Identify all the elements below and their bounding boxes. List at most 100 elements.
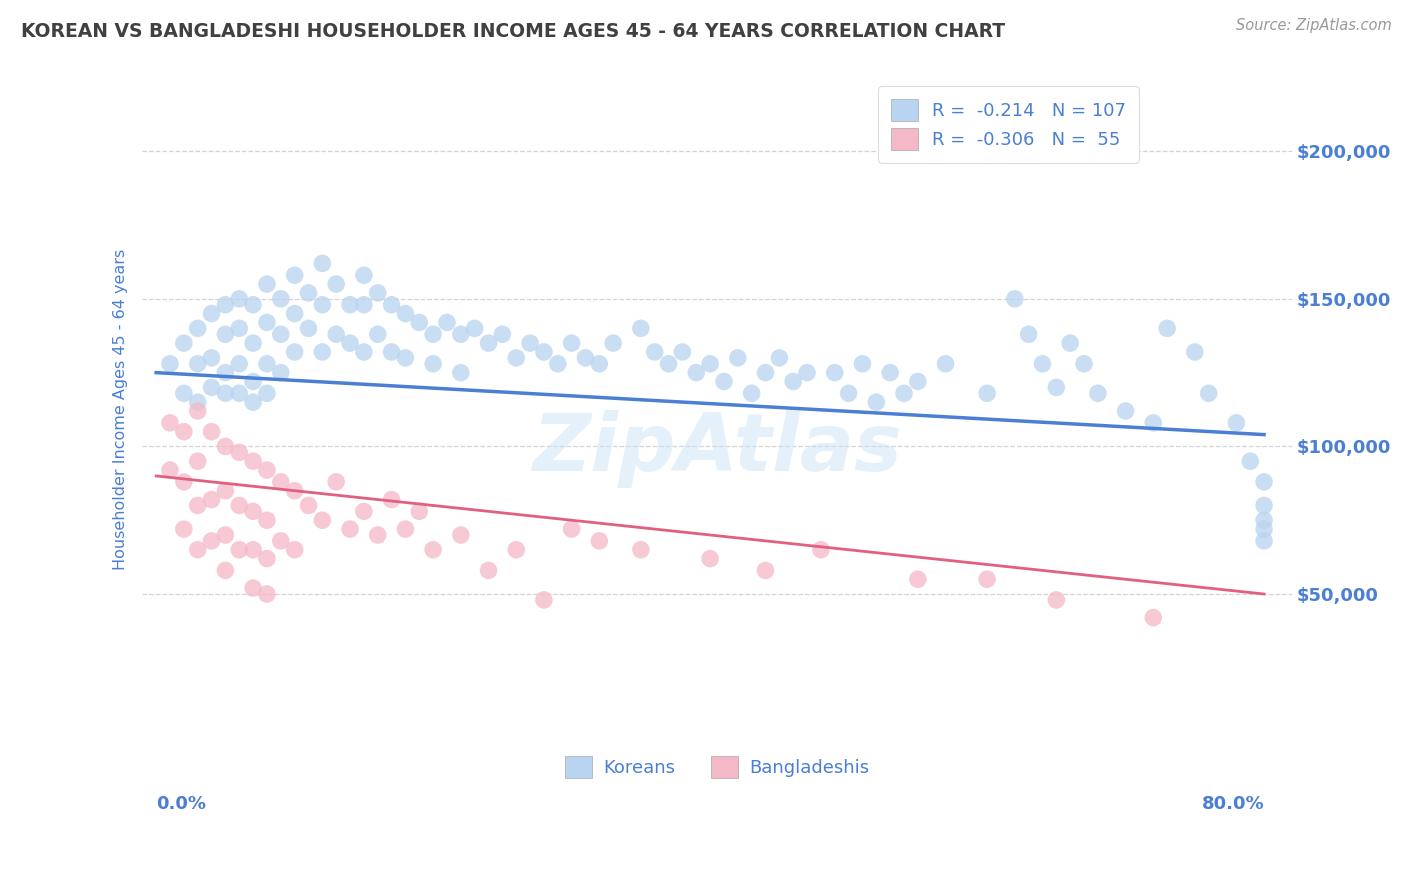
Point bbox=[381, 492, 404, 507]
Point bbox=[173, 522, 195, 536]
Point bbox=[547, 357, 569, 371]
Legend: Koreans, Bangladeshis: Koreans, Bangladeshis bbox=[558, 749, 876, 786]
Point bbox=[381, 345, 404, 359]
Point bbox=[1239, 454, 1261, 468]
Point bbox=[381, 298, 404, 312]
Point bbox=[1045, 380, 1067, 394]
Point bbox=[200, 492, 222, 507]
Point bbox=[325, 475, 347, 489]
Point bbox=[242, 375, 264, 389]
Point bbox=[838, 386, 860, 401]
Point bbox=[685, 366, 707, 380]
Point bbox=[1073, 357, 1095, 371]
Text: Source: ZipAtlas.com: Source: ZipAtlas.com bbox=[1236, 18, 1392, 33]
Point bbox=[187, 454, 209, 468]
Point bbox=[214, 327, 236, 342]
Point bbox=[865, 395, 887, 409]
Point bbox=[284, 307, 307, 321]
Point bbox=[1059, 336, 1081, 351]
Point bbox=[228, 357, 250, 371]
Point bbox=[242, 395, 264, 409]
Point bbox=[284, 542, 307, 557]
Point bbox=[270, 366, 292, 380]
Point bbox=[630, 542, 652, 557]
Point bbox=[561, 522, 583, 536]
Point bbox=[768, 351, 790, 365]
Point bbox=[242, 298, 264, 312]
Point bbox=[1142, 416, 1164, 430]
Point bbox=[214, 439, 236, 453]
Point bbox=[256, 315, 278, 329]
Point bbox=[270, 292, 292, 306]
Point bbox=[450, 528, 472, 542]
Point bbox=[1253, 522, 1275, 536]
Text: 0.0%: 0.0% bbox=[156, 795, 207, 813]
Point bbox=[173, 336, 195, 351]
Point bbox=[311, 256, 333, 270]
Point bbox=[893, 386, 915, 401]
Point bbox=[630, 321, 652, 335]
Point bbox=[339, 298, 361, 312]
Point bbox=[228, 386, 250, 401]
Point bbox=[588, 533, 610, 548]
Point bbox=[436, 315, 458, 329]
Point bbox=[394, 522, 416, 536]
Point bbox=[810, 542, 832, 557]
Point bbox=[187, 542, 209, 557]
Point bbox=[256, 587, 278, 601]
Point bbox=[1253, 513, 1275, 527]
Point bbox=[173, 475, 195, 489]
Point bbox=[907, 375, 929, 389]
Point bbox=[173, 386, 195, 401]
Point bbox=[782, 375, 804, 389]
Point bbox=[284, 268, 307, 283]
Point bbox=[228, 445, 250, 459]
Text: KOREAN VS BANGLADESHI HOUSEHOLDER INCOME AGES 45 - 64 YEARS CORRELATION CHART: KOREAN VS BANGLADESHI HOUSEHOLDER INCOME… bbox=[21, 22, 1005, 41]
Point bbox=[477, 336, 499, 351]
Point bbox=[187, 499, 209, 513]
Point bbox=[422, 357, 444, 371]
Point bbox=[187, 321, 209, 335]
Point bbox=[1004, 292, 1026, 306]
Point bbox=[450, 366, 472, 380]
Point bbox=[1045, 593, 1067, 607]
Point bbox=[671, 345, 693, 359]
Point bbox=[256, 277, 278, 291]
Point bbox=[159, 463, 181, 477]
Point bbox=[1253, 533, 1275, 548]
Point bbox=[214, 528, 236, 542]
Point bbox=[256, 551, 278, 566]
Point bbox=[200, 307, 222, 321]
Point bbox=[297, 285, 319, 300]
Point bbox=[353, 298, 375, 312]
Point bbox=[1198, 386, 1220, 401]
Point bbox=[935, 357, 957, 371]
Text: ZipAtlas: ZipAtlas bbox=[531, 410, 903, 489]
Point bbox=[1115, 404, 1137, 418]
Point bbox=[505, 542, 527, 557]
Point bbox=[214, 298, 236, 312]
Point bbox=[270, 475, 292, 489]
Point bbox=[533, 593, 555, 607]
Point bbox=[602, 336, 624, 351]
Point bbox=[284, 345, 307, 359]
Point bbox=[367, 528, 389, 542]
Point bbox=[256, 357, 278, 371]
Point bbox=[879, 366, 901, 380]
Point bbox=[353, 345, 375, 359]
Point bbox=[1156, 321, 1178, 335]
Point bbox=[367, 285, 389, 300]
Point bbox=[1087, 386, 1109, 401]
Point bbox=[505, 351, 527, 365]
Point bbox=[1031, 357, 1053, 371]
Point bbox=[699, 357, 721, 371]
Point bbox=[214, 483, 236, 498]
Point bbox=[464, 321, 486, 335]
Point bbox=[353, 268, 375, 283]
Point bbox=[353, 504, 375, 518]
Point bbox=[394, 351, 416, 365]
Point bbox=[159, 357, 181, 371]
Point bbox=[408, 504, 430, 518]
Point bbox=[242, 454, 264, 468]
Point bbox=[907, 572, 929, 586]
